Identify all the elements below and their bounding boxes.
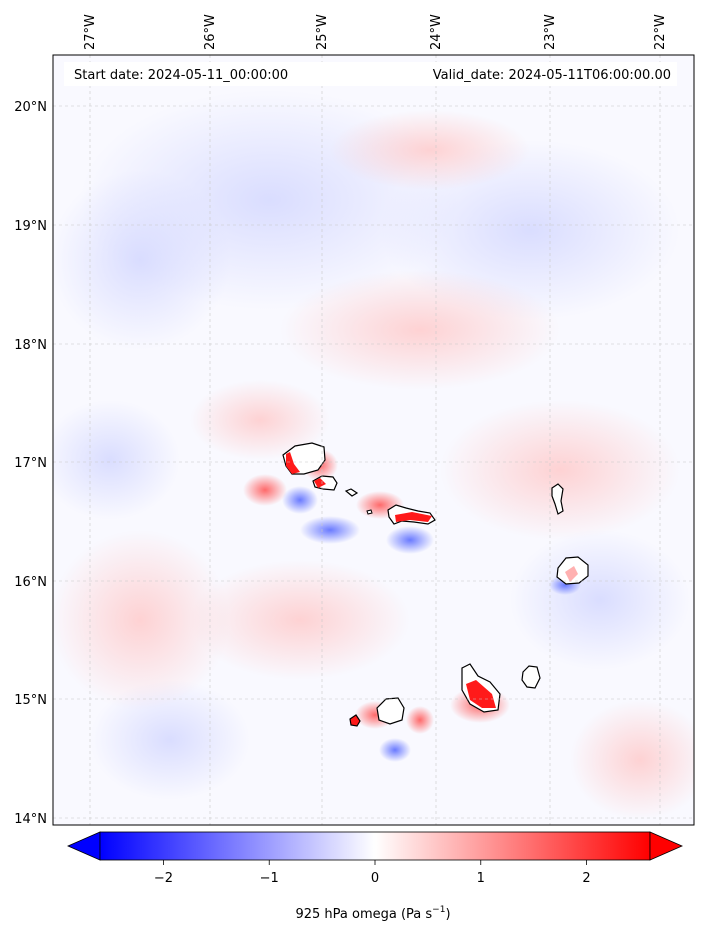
island-brava: [349, 714, 361, 727]
lat-tick-label: 14°N: [14, 812, 47, 827]
colorbar: −2 −1 0 1 2 925 hPa omega (Pa s−1): [67, 831, 683, 922]
lat-tick-label: 18°N: [14, 338, 47, 353]
start-date-label: Start date: 2024-05-11_00:00:00: [74, 68, 288, 83]
lat-tick-label: 20°N: [14, 100, 47, 115]
colorbar-ticks: −2 −1 0 1 2: [154, 860, 591, 886]
lon-tick-label: 22°W: [653, 14, 668, 50]
lat-tick-label: 16°N: [14, 575, 47, 590]
colorbar-extend-low: [67, 831, 101, 861]
latitude-axis: 20°N 19°N 18°N 17°N 16°N 15°N 14°N: [14, 100, 47, 827]
lon-tick-label: 26°W: [203, 14, 218, 50]
colorbar-body: [99, 831, 651, 861]
island-sal: [551, 483, 564, 515]
island-branco: [366, 509, 373, 515]
lon-tick-label: 24°W: [429, 14, 444, 50]
colorbar-tick-label: −1: [260, 871, 279, 886]
lat-tick-label: 19°N: [14, 219, 47, 234]
island-santa-luzia: [344, 488, 359, 497]
gridlines: [53, 55, 694, 825]
island-maio: [521, 665, 541, 689]
lon-tick-label: 27°W: [83, 14, 98, 50]
colorbar-extend-high: [649, 831, 683, 861]
header-box: [64, 62, 677, 86]
island-fogo: [376, 697, 405, 725]
colorbar-tick-label: 2: [582, 871, 590, 886]
lat-tick-label: 17°N: [14, 456, 47, 471]
colorbar-tick-label: −2: [154, 871, 173, 886]
colorbar-label: 925 hPa omega (Pa s−1): [295, 905, 450, 922]
omega-field: [53, 55, 694, 825]
colorbar-tick-label: 0: [371, 871, 379, 886]
lat-tick-label: 15°N: [14, 693, 47, 708]
map-frame: [52, 54, 695, 826]
longitude-axis: 27°W 26°W 25°W 24°W 23°W 22°W: [83, 14, 668, 50]
lon-tick-label: 25°W: [315, 14, 330, 50]
lon-tick-label: 23°W: [543, 14, 558, 50]
valid-date-label: Valid_date: 2024-05-11T06:00:00.00: [433, 68, 671, 83]
colorbar-tick-label: 1: [477, 871, 485, 886]
